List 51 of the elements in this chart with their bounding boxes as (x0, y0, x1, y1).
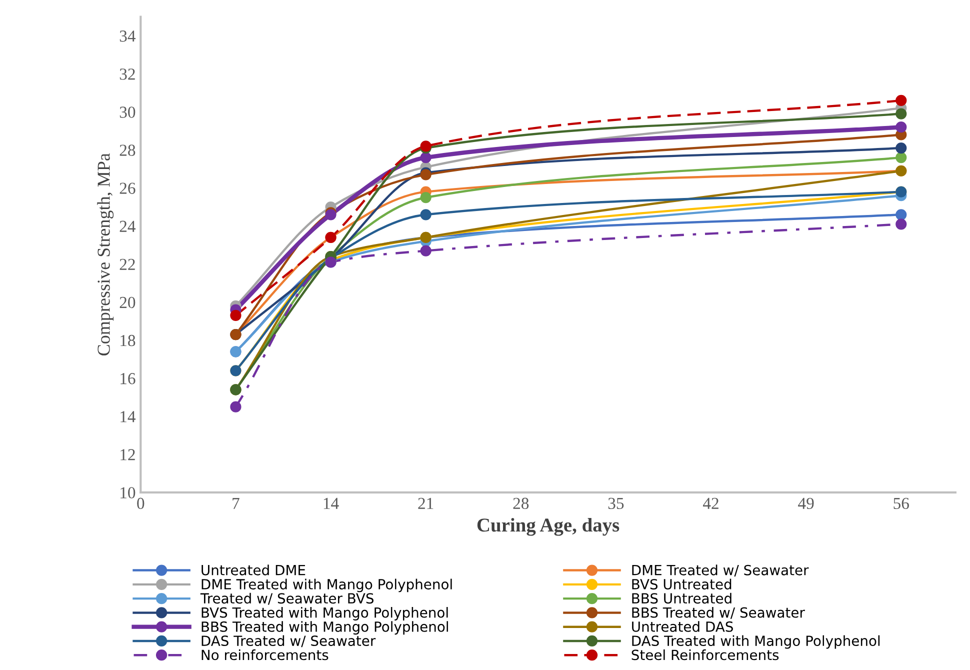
legend-label: Steel Reinforcements (632, 649, 779, 660)
legend-label: BVS Untreated (632, 578, 732, 590)
legend-label: DME Treated w/ Seawater (632, 564, 809, 576)
y-tick-label: 14 (120, 411, 136, 422)
legend-label: BBS Treated w/ Seawater (632, 607, 805, 619)
x-tick-label: 56 (894, 498, 909, 510)
y-axis-title: Compressive Strength, MPa (97, 153, 114, 356)
point (896, 122, 907, 133)
x-tick-label: 28 (513, 498, 529, 510)
legend-label: Treated w/ Seawater BVS (200, 592, 374, 605)
point (420, 192, 432, 204)
point (896, 152, 907, 164)
x-tick-label: 14 (324, 498, 339, 509)
point (230, 401, 242, 412)
legend-label: BBS Treated with Mango Polyphenol (202, 621, 448, 635)
x-tick-label: 35 (608, 498, 624, 510)
point (420, 152, 432, 164)
y-tick-label: 30 (120, 106, 136, 118)
legend-label: No reinforcements (202, 649, 328, 660)
y-tick-label: 20 (120, 296, 136, 308)
y-tick-label: 22 (120, 258, 135, 270)
point (896, 209, 907, 220)
point (420, 209, 432, 220)
y-tick-label: 10 (120, 487, 136, 498)
legend-label: DME Treated with Mango Polyphenol (202, 578, 452, 592)
legend-label: BBS Untreated (632, 592, 732, 604)
point (896, 94, 907, 106)
y-tick-label: 12 (120, 449, 135, 460)
x-tick-label: 0 (137, 498, 144, 510)
x-tick-label: 21 (418, 498, 434, 509)
y-tick-label: 18 (120, 334, 136, 346)
point (896, 108, 907, 120)
point (420, 245, 432, 256)
point (896, 218, 907, 230)
y-tick-label: 32 (120, 68, 135, 80)
legend-label: Untreated DAS (632, 621, 733, 632)
y-tick-label: 28 (120, 144, 136, 156)
x-axis-title: Curing Age, days (477, 518, 620, 536)
y-tick-label: 34 (120, 30, 136, 42)
legend-label: DAS Treated with Mango Polyphenol (632, 635, 880, 649)
legend-label: Untreated DME (202, 564, 306, 576)
legend-label: DAS Treated w/ Seawater (202, 635, 376, 648)
point (230, 310, 242, 322)
point (896, 142, 907, 154)
x-tick-label: 49 (798, 498, 814, 510)
legend-label: BVS Treated with Mango Polyphenol (202, 607, 448, 620)
x-tick-label: 42 (703, 498, 718, 509)
y-tick-label: 24 (120, 220, 136, 232)
x-tick-label: 7 (232, 498, 240, 509)
y-tick-label: 16 (120, 373, 136, 384)
y-tick-label: 26 (120, 182, 136, 194)
